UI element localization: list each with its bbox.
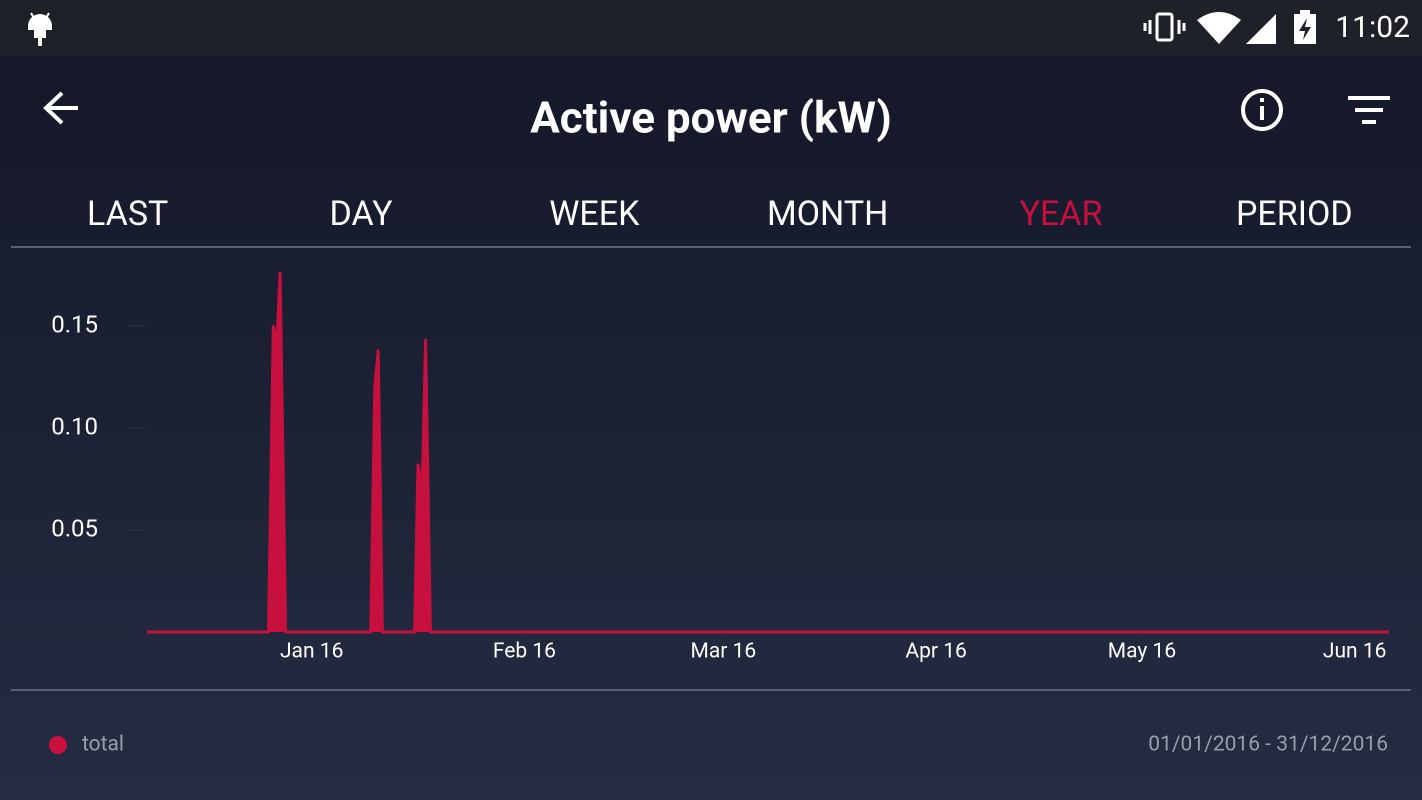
x-tick-label: Mar 16: [691, 640, 757, 664]
y-tick-label: 0.15: [51, 311, 98, 339]
android-icon: [28, 12, 52, 46]
tab[interactable]: DAY: [329, 194, 393, 234]
x-axis-labels: Jan 16 Feb 16 Mar 16 Apr 16 May 16 Jun 16: [280, 632, 1387, 664]
x-tick-label: Jun 16: [1323, 640, 1387, 664]
y-tick-label: 0.05: [51, 514, 98, 542]
tab[interactable]: MONTH: [767, 194, 888, 234]
status-time: 11:02: [1335, 10, 1410, 45]
legend: total: [49, 733, 124, 757]
tab-bar: LAST DAY WEEK MONTH YEAR PERIOD: [87, 194, 1353, 234]
tab[interactable]: YEAR: [1020, 194, 1103, 234]
tab[interactable]: PERIOD: [1236, 194, 1353, 234]
wifi-icon: [1197, 12, 1241, 44]
screen-title: Active power (kW): [530, 92, 892, 144]
legend-label: total: [82, 733, 124, 757]
tab[interactable]: LAST: [87, 194, 168, 234]
filter-button[interactable]: [1348, 96, 1390, 124]
back-button[interactable]: [43, 91, 78, 125]
signal-icon: [1246, 14, 1276, 44]
x-tick-label: Apr 16: [905, 640, 966, 664]
series-line: [147, 271, 1389, 634]
battery-icon: [1294, 10, 1316, 44]
tab[interactable]: WEEK: [549, 194, 640, 234]
chart: 0.05 0.10 0.15 Jan 16 Feb 16 Mar 16 Apr 16 May …: [51, 271, 1389, 664]
legend-marker: [49, 736, 67, 754]
info-button[interactable]: [1241, 89, 1283, 131]
x-tick-label: Feb 16: [493, 640, 556, 664]
x-tick-label: Jan 16: [280, 640, 343, 664]
date-range: 01/01/2016 - 31/12/2016: [1148, 733, 1388, 757]
x-tick-label: May 16: [1108, 640, 1176, 664]
y-tick-label: 0.10: [51, 412, 98, 440]
vibrate-icon: [1143, 12, 1186, 42]
